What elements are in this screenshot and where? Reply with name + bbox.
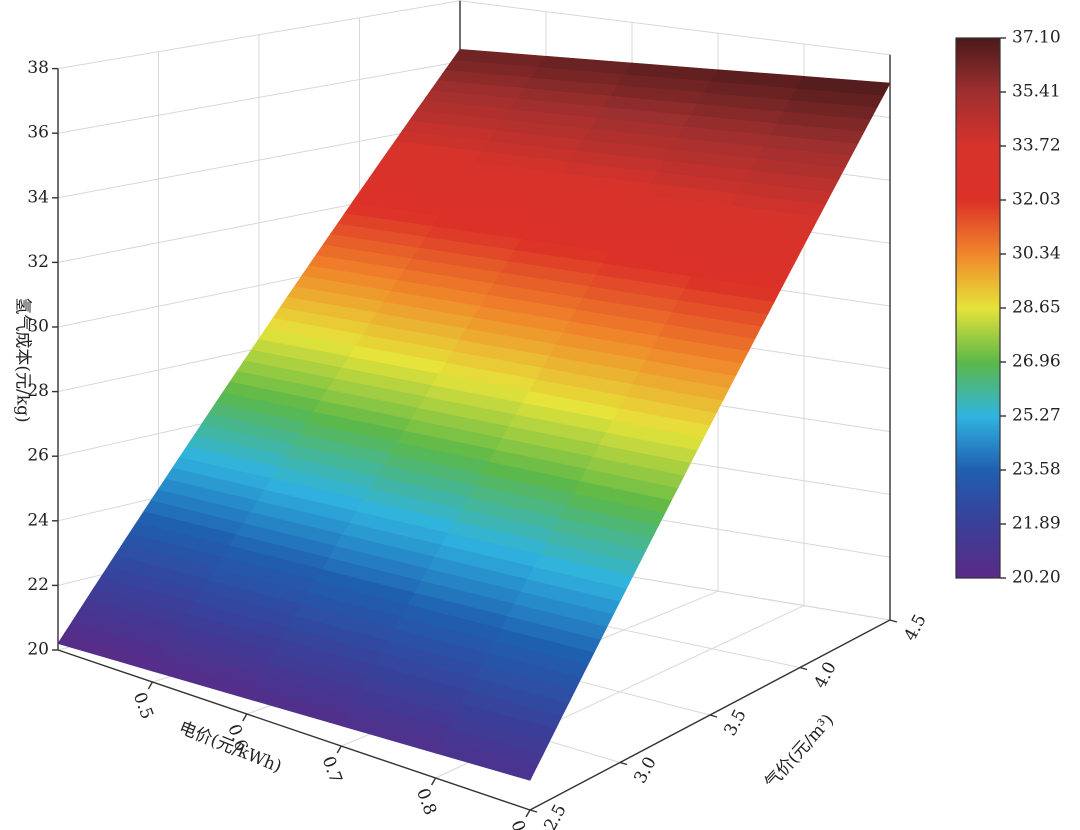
- x-tick: [525, 809, 531, 818]
- z-tick-label: 24: [27, 510, 49, 530]
- surface-cell: [711, 75, 891, 253]
- x-tick: [242, 713, 248, 722]
- z-tick-label: 38: [27, 58, 49, 78]
- z-tick-label: 28: [27, 381, 49, 401]
- surface-cell: [434, 390, 621, 580]
- y-tick-label: 4.0: [810, 659, 840, 692]
- x-tick: [336, 745, 342, 754]
- colorbar-tick-label: 23.58: [1012, 460, 1061, 480]
- y-tick: [709, 714, 718, 718]
- z-tick-label: 26: [27, 446, 49, 466]
- x-tick-label: 0.8: [412, 786, 440, 818]
- colorbar-tick-label: 28.65: [1012, 298, 1061, 318]
- surface-cell: [619, 240, 801, 426]
- y-tick-label: 3.5: [720, 706, 750, 739]
- z-tick-label: 30: [27, 317, 49, 337]
- y-tick-label: 2.5: [540, 801, 570, 830]
- y-tick: [529, 809, 538, 813]
- colorbar-tick-label: 26.96: [1012, 352, 1061, 372]
- surface-cell: [340, 556, 529, 754]
- box-edge: [57, 649, 531, 811]
- grid-line: [459, 0, 891, 56]
- x-tick-label: 0.5: [129, 690, 157, 722]
- surface-cell: [151, 511, 344, 699]
- y-tick-label: 4.5: [900, 611, 930, 644]
- surface-cell: [246, 533, 437, 727]
- colorbar-tick-label: 20.20: [1012, 568, 1061, 588]
- surface-cell: [446, 55, 633, 217]
- y-tick: [889, 619, 898, 623]
- x-tick-label: 0.9: [506, 818, 534, 830]
- colorbar-tick-label: 32.03: [1012, 190, 1061, 210]
- y-tick: [619, 761, 628, 766]
- colorbar-tick-label: 33.72: [1012, 136, 1061, 156]
- colorbar-tick-label: 21.89: [1012, 514, 1061, 534]
- surface-cell: [157, 338, 350, 513]
- surface-cell: [342, 373, 531, 557]
- z-tick-label: 22: [27, 575, 49, 595]
- colorbar-tick-label: 37.10: [1012, 28, 1061, 48]
- z-axis-title: 氢气成本(元/kg): [13, 297, 33, 422]
- colorbar-tick-label: 35.41: [1012, 82, 1061, 102]
- y-tick-label: 3.0: [630, 754, 660, 787]
- colorbar-tick-label: 30.34: [1012, 244, 1061, 264]
- z-tick-label: 34: [27, 187, 49, 207]
- surface-cell: [250, 355, 441, 535]
- y-axis-title: 气价(元/m³): [761, 710, 838, 792]
- surface-cell: [258, 191, 449, 357]
- x-tick-label: 0.7: [318, 754, 346, 786]
- x-tick: [430, 777, 437, 786]
- z-tick-label: 36: [27, 123, 49, 143]
- colorbar-tick-label: 25.27: [1012, 406, 1061, 426]
- colorbar: [955, 37, 1001, 579]
- surface-strip: [796, 75, 891, 96]
- z-tick-label: 20: [27, 640, 49, 660]
- z-tick-label: 32: [27, 252, 49, 272]
- x-tick: [147, 681, 154, 690]
- y-tick: [799, 666, 808, 671]
- surface-cell: [358, 48, 547, 205]
- surface-cell: [528, 228, 713, 409]
- surface-cell: [527, 407, 711, 602]
- surface-cell: [348, 203, 537, 374]
- surface-cell: [438, 216, 625, 392]
- surface-cell: [435, 578, 621, 781]
- surface-cell: [623, 69, 805, 242]
